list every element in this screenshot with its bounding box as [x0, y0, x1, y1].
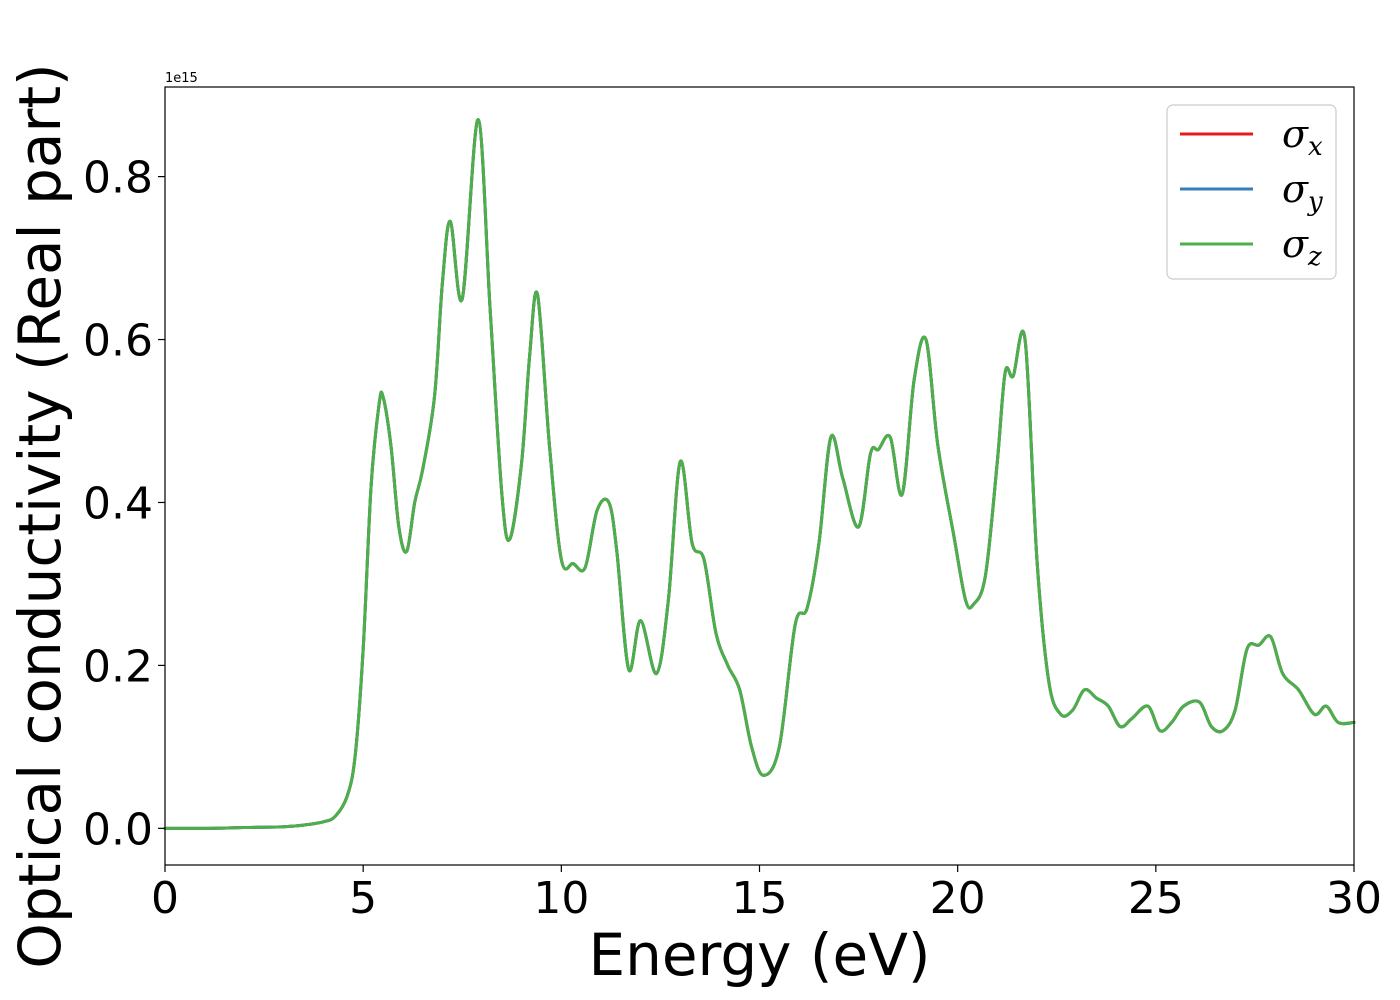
legend-box — [1166, 104, 1337, 280]
x-axis-ticks: 0 5 10 15 20 25 30 — [151, 865, 1382, 924]
x-tick-label: 5 — [349, 873, 377, 924]
series-layer — [163, 118, 1356, 830]
legend-label-x: σx — [1282, 112, 1323, 162]
y-tick-label: 0.4 — [83, 478, 153, 529]
y-axis-offset-label: 1e15 — [165, 71, 198, 86]
y-tick-label: 0.6 — [83, 316, 153, 367]
x-tick-label: 25 — [1128, 873, 1184, 924]
x-tick-label: 0 — [151, 873, 179, 924]
y-tick-label: 0.2 — [83, 641, 153, 692]
x-tick-label: 15 — [732, 873, 788, 924]
legend-label-y: σy — [1282, 167, 1323, 217]
y-axis-label: Optical conductivity (Real part) — [6, 63, 74, 968]
y-tick-label: 0.8 — [83, 153, 153, 204]
x-tick-label: 20 — [930, 873, 986, 924]
y-tick-label: 0.0 — [83, 804, 153, 855]
x-tick-label: 10 — [533, 873, 589, 924]
series-line-z — [163, 118, 1356, 830]
legend-label-z: σz — [1282, 222, 1322, 272]
x-tick-label: 30 — [1326, 873, 1382, 924]
x-axis-label: Energy (eV) — [588, 921, 930, 989]
y-axis-ticks: 0.0 0.2 0.4 0.6 0.8 — [83, 153, 165, 855]
